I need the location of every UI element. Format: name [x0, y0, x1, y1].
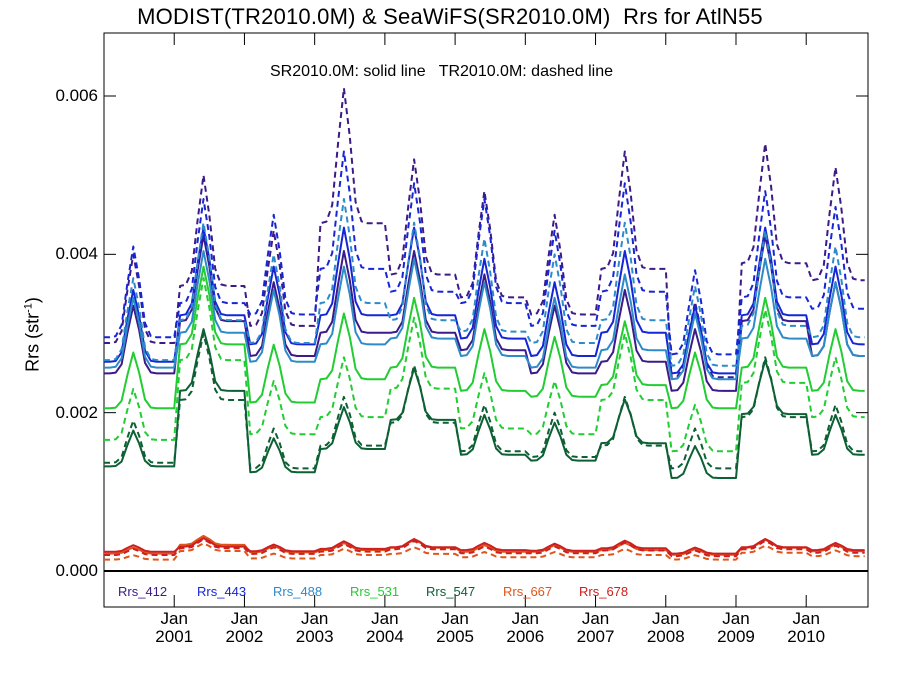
- line-style-note: SR2010.0M: solid line TR2010.0M: dashed …: [270, 63, 614, 80]
- x-tick-year: 2007: [576, 627, 615, 646]
- series-lines: [104, 87, 865, 561]
- x-tick-year: 2005: [436, 627, 474, 646]
- series-line-rrs-678-dashed: [104, 538, 865, 558]
- y-tick-label: 0.004: [55, 244, 98, 264]
- series-line-rrs-488-dashed: [104, 198, 865, 367]
- x-tick-month: Jan: [230, 609, 259, 628]
- legend-item-rrs-547: Rrs_547: [426, 584, 476, 599]
- series-line-rrs-488-solid: [104, 250, 865, 381]
- x-tick-year: 2009: [717, 627, 755, 646]
- x-tick-year: 2002: [225, 627, 264, 646]
- x-tick-year: 2010: [787, 627, 826, 646]
- x-tick-month: Jan: [441, 609, 469, 628]
- y-axis-label-text: Rrs (str: [22, 312, 43, 372]
- x-tick-month: Jan: [581, 609, 610, 628]
- chart-title: MODIST(TR2010.0M) & SeaWiFS(SR2010.0M) R…: [137, 4, 763, 29]
- series-line-rrs-547-solid: [104, 328, 865, 479]
- y-tick-label: 0.002: [55, 402, 98, 422]
- series-line-rrs-667-dashed: [104, 542, 865, 561]
- y-tick-label: 0.000: [55, 561, 98, 580]
- x-tick-year: 2006: [506, 627, 545, 646]
- legend-item-rrs-443: Rrs_443: [197, 584, 247, 599]
- legend-item-rrs-678: Rrs_678: [579, 584, 629, 599]
- legend-item-rrs-531: Rrs_531: [350, 584, 400, 599]
- axis-ticks: [104, 33, 868, 607]
- x-tick-month: Jan: [300, 609, 329, 628]
- legend-item-rrs-488: Rrs_488: [273, 584, 323, 599]
- series-line-rrs-443-dashed: [104, 150, 865, 356]
- series-line-rrs-531-solid: [104, 265, 865, 410]
- y-axis-label-exponent: -1: [22, 303, 35, 313]
- series-line-rrs-443-solid: [104, 226, 865, 375]
- x-tick-year: 2001: [155, 627, 194, 646]
- y-tick-label: 0.006: [55, 86, 98, 105]
- y-axis-label: Rrs (str-1): [22, 297, 43, 372]
- x-tick-year: 2008: [646, 627, 685, 646]
- x-tick-month: Jan: [792, 609, 820, 628]
- series-line-rrs-412-dashed: [104, 87, 865, 379]
- series-line-rrs-678-solid: [104, 537, 865, 555]
- x-tick-month: Jan: [511, 609, 540, 628]
- x-tick-year: 2003: [295, 627, 334, 646]
- series-line-rrs-531-dashed: [104, 277, 865, 453]
- x-tick-month: Jan: [160, 609, 188, 628]
- x-tick-month: Jan: [652, 609, 680, 628]
- plot-frame: [103, 32, 869, 608]
- legend-item-rrs-412: Rrs_412: [118, 584, 168, 599]
- x-tick-year: 2004: [365, 627, 404, 646]
- legend-item-rrs-667: Rrs_667: [503, 584, 553, 599]
- x-tick-month: Jan: [371, 609, 399, 628]
- series-line-rrs-547-dashed: [104, 332, 865, 470]
- x-tick-month: Jan: [722, 609, 750, 628]
